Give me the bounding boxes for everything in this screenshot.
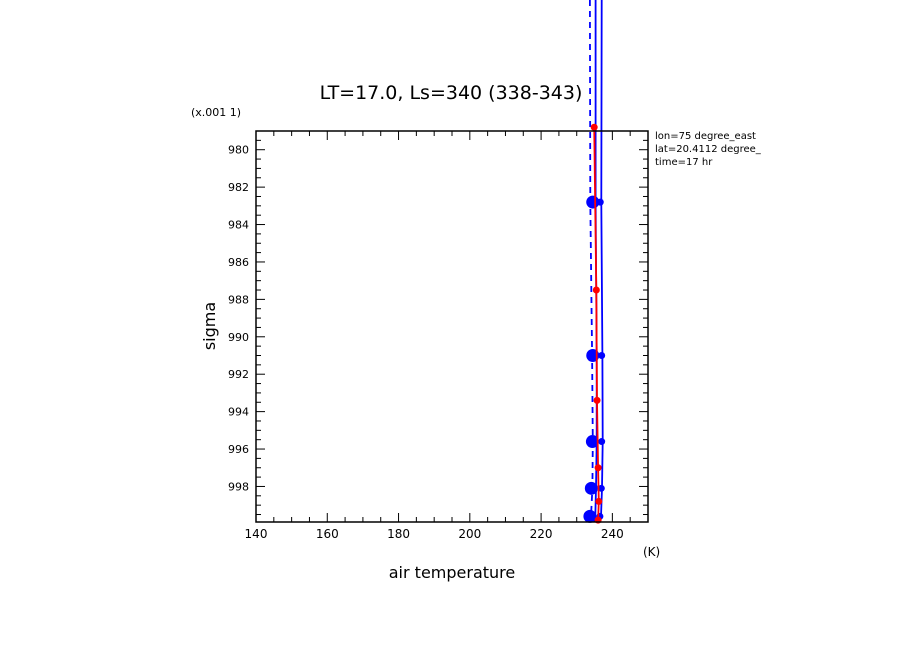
x-tick-label: 160 xyxy=(316,527,339,541)
y-tick-label: 996 xyxy=(228,443,249,456)
data-point xyxy=(583,509,597,523)
chart-title: LT=17.0, Ls=340 (338-343) xyxy=(320,82,583,104)
x-unit-label: (K) xyxy=(643,545,660,559)
series-line xyxy=(600,0,604,517)
x-tick-label: 220 xyxy=(530,527,553,541)
data-point xyxy=(598,438,606,446)
data-point xyxy=(590,123,598,131)
series-2 xyxy=(600,0,604,517)
y-tick-label: 990 xyxy=(228,331,249,344)
y-unit-label: (x.001 1) xyxy=(191,106,241,119)
series-3 xyxy=(583,195,600,523)
x-tick-label: 180 xyxy=(387,527,410,541)
x-tick-label: 200 xyxy=(458,527,481,541)
y-tick-label: 984 xyxy=(228,219,249,232)
y-tick-label: 994 xyxy=(228,406,249,419)
x-tick-label: 240 xyxy=(601,527,624,541)
data-point xyxy=(593,396,601,404)
y-tick-label: 998 xyxy=(228,480,249,493)
info-line-lon: lon=75 degree_east xyxy=(655,131,756,142)
series-4 xyxy=(596,198,606,520)
data-point xyxy=(596,198,604,206)
plot-frame xyxy=(255,130,649,523)
series-1 xyxy=(589,0,594,517)
x-axis-label: air temperature xyxy=(389,563,515,582)
y-tick-label: 988 xyxy=(228,293,249,306)
data-point xyxy=(598,351,606,359)
data-series xyxy=(583,0,606,524)
y-tick-label: 982 xyxy=(228,181,249,194)
y-axis-label: sigma xyxy=(200,302,219,350)
y-tick-label: 992 xyxy=(228,368,249,381)
y-tick-label: 980 xyxy=(228,144,249,157)
info-line-lat: lat=20.4112 degree_ xyxy=(655,144,762,155)
data-point xyxy=(597,484,605,492)
x-tick-label: 140 xyxy=(245,527,268,541)
data-point xyxy=(592,286,600,294)
data-point xyxy=(594,464,602,472)
series-line xyxy=(589,0,594,517)
data-point xyxy=(595,497,603,505)
data-point xyxy=(584,481,598,495)
data-point xyxy=(585,435,599,449)
info-line-time: time=17 hr xyxy=(655,157,713,168)
y-tick-label: 986 xyxy=(228,256,249,269)
axis-ticks: 140 160 180 200 220 240 980 982 984 986 988 990 992 9… xyxy=(228,130,649,541)
